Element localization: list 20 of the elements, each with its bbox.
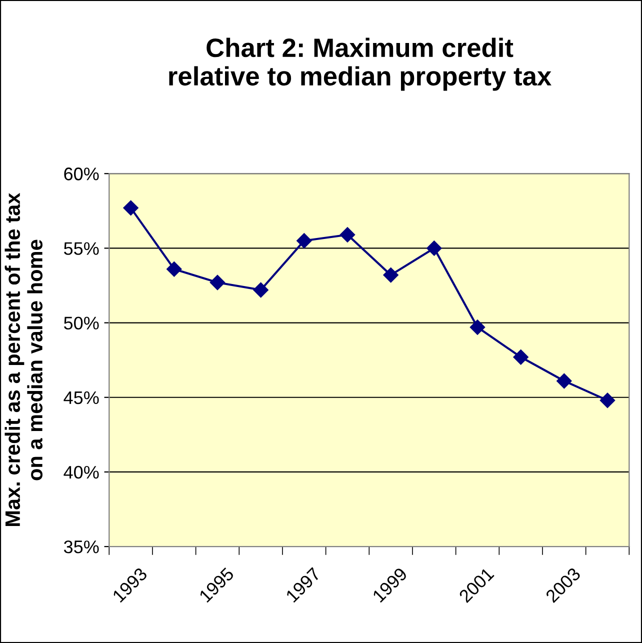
y-tick-label: 40% xyxy=(64,466,99,479)
point xyxy=(383,267,398,283)
y-tick-label: 35% xyxy=(64,540,99,554)
y-tick-label: 60% xyxy=(64,168,99,180)
point xyxy=(210,274,226,290)
y-tick-label: 55% xyxy=(64,242,99,255)
chart-title: Chart 2: Maximum credit relative to median property tax xyxy=(169,38,552,91)
point xyxy=(556,373,572,389)
y-tick-label: 45% xyxy=(64,391,99,404)
point xyxy=(513,350,528,365)
y-tick-label: 50% xyxy=(64,316,99,330)
point xyxy=(296,233,312,248)
point xyxy=(600,392,616,408)
point xyxy=(253,282,268,298)
point xyxy=(166,262,182,277)
point xyxy=(340,227,356,242)
point xyxy=(123,200,138,216)
y-axis-title: Max. credit as a percent of the tax on a median value home xyxy=(4,192,42,526)
point xyxy=(426,240,442,256)
point xyxy=(470,320,486,335)
